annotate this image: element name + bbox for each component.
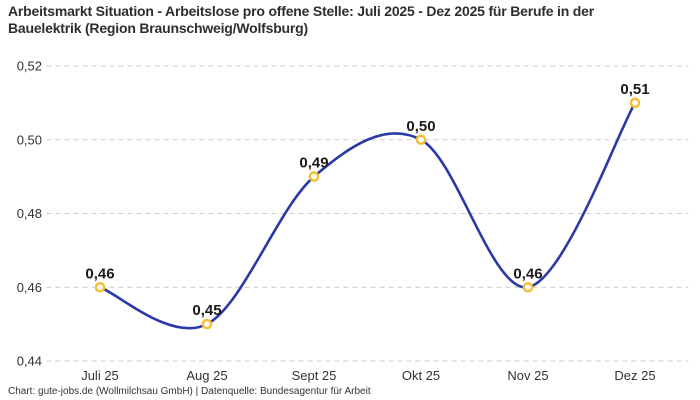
data-point-value-label: 0,46 — [513, 265, 542, 282]
y-axis-tick-label: 0,50 — [17, 132, 42, 147]
data-point-value-label: 0,49 — [299, 155, 328, 172]
data-point-marker — [94, 281, 106, 293]
data-point-marker — [308, 171, 320, 182]
data-point-value-label: 0,51 — [620, 81, 649, 98]
chart-footer-credit: Chart: gute-jobs.de (Wollmilchsau GmbH) … — [8, 386, 371, 397]
y-axis-tick-label: 0,46 — [17, 280, 42, 295]
y-axis-tick-label: 0,52 — [17, 59, 42, 74]
data-point-marker — [629, 97, 641, 109]
x-axis-tick-label: Aug 25 — [186, 368, 227, 383]
data-point-value-label: 0,50 — [406, 118, 435, 135]
data-point-value-label: 0,45 — [192, 302, 221, 319]
data-point-marker — [415, 134, 427, 146]
data-point-marker — [522, 281, 534, 293]
x-axis-tick-label: Okt 25 — [402, 368, 440, 383]
y-axis-tick-label: 0,44 — [17, 354, 42, 369]
x-axis-tick-label: Nov 25 — [507, 368, 548, 383]
data-point-value-label: 0,46 — [85, 265, 114, 282]
x-axis-tick-label: Sept 25 — [292, 368, 337, 383]
data-point-marker — [201, 318, 213, 330]
chart-title: Arbeitsmarkt Situation - Arbeitslose pro… — [8, 3, 594, 36]
x-axis-tick-label: Dez 25 — [614, 368, 655, 383]
x-axis-tick-label: Juli 25 — [81, 368, 119, 383]
data-line — [98, 101, 637, 330]
y-axis-tick-label: 0,48 — [17, 206, 42, 221]
